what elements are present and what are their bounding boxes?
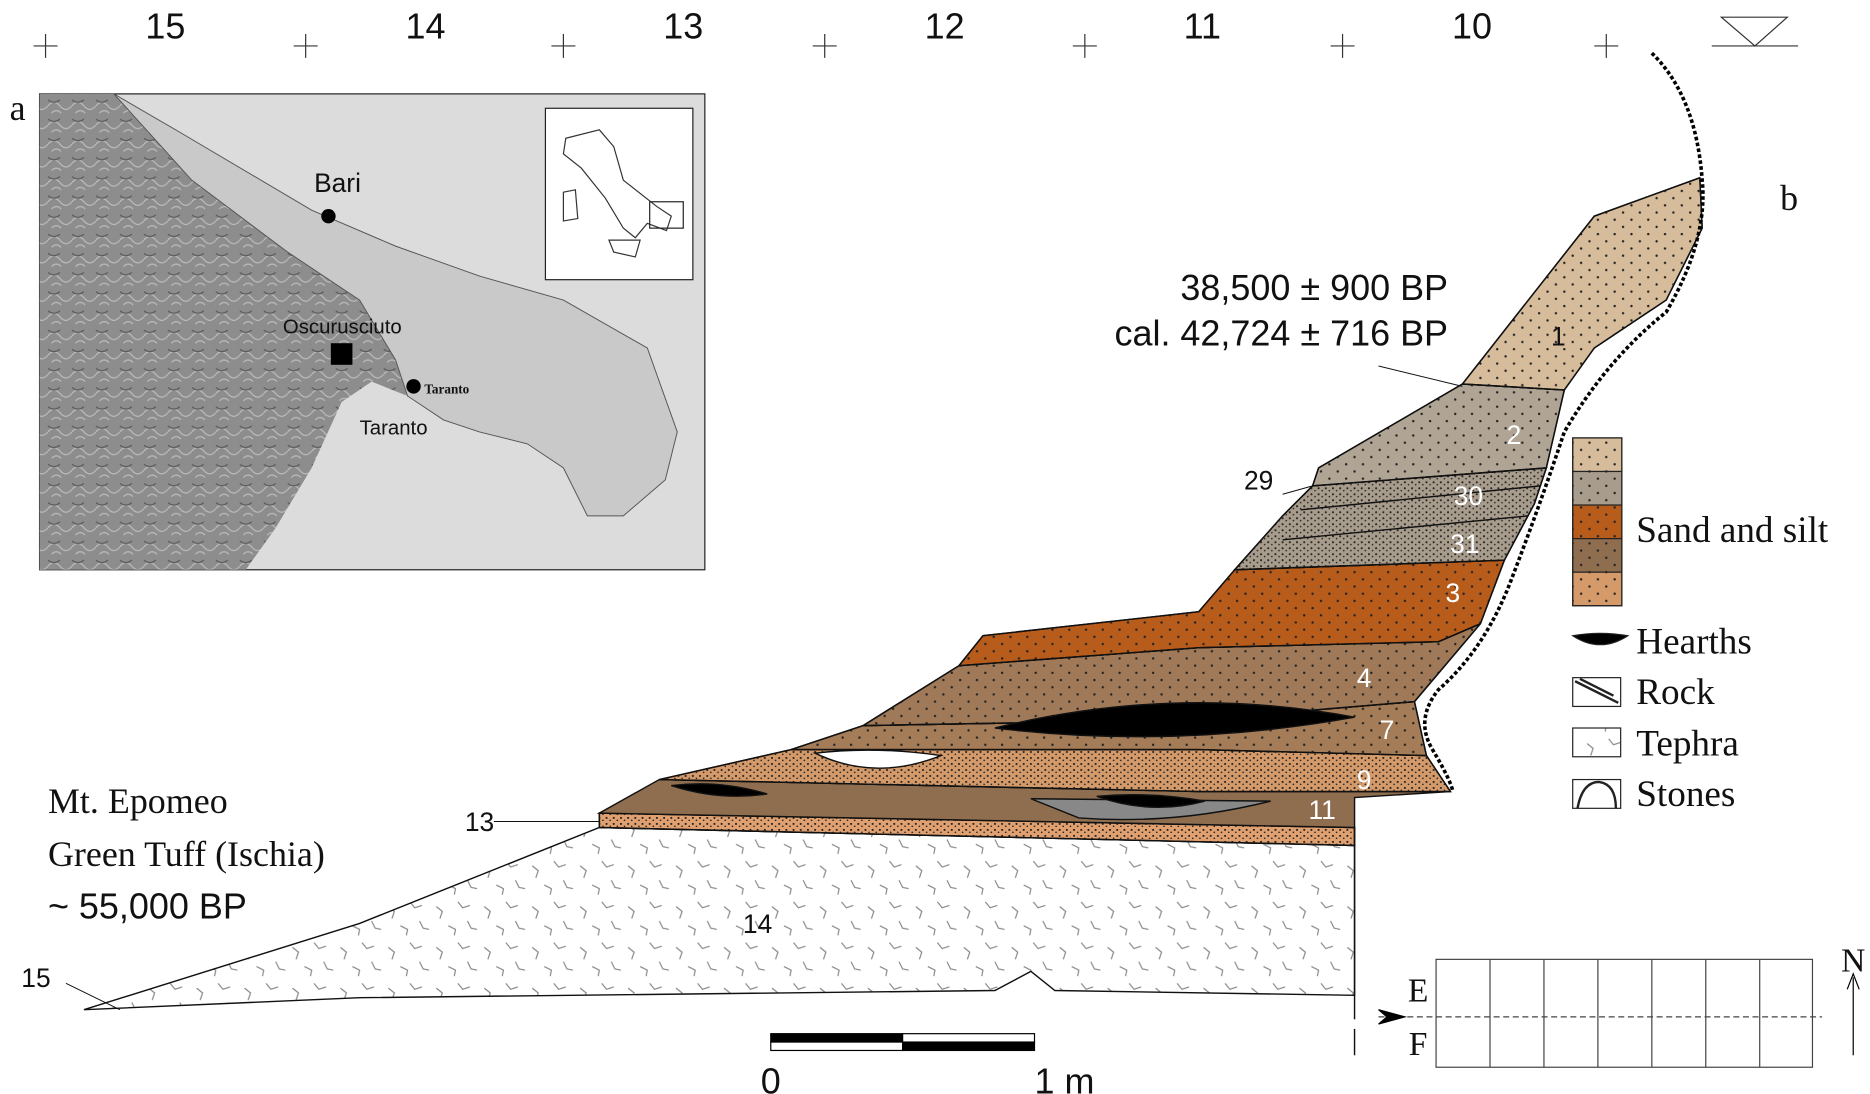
- layer-label: 13: [465, 807, 494, 837]
- tephra-source: Green Tuff (Ischia): [48, 834, 325, 874]
- map-label: Taranto: [424, 382, 469, 397]
- layer-label: 30: [1454, 481, 1483, 511]
- panel-label: b: [1780, 178, 1798, 218]
- grid-number: 10: [1452, 6, 1492, 47]
- tephra-source: Mt. Epomeo: [48, 781, 228, 821]
- map-label: Oscurusciuto: [283, 317, 402, 339]
- date: 38,500 ± 900 BP: [1180, 267, 1448, 308]
- grid-number: 13: [663, 6, 703, 47]
- map-label: Taranto: [360, 417, 428, 439]
- grid-number: 12: [925, 6, 965, 47]
- legend-label: Sand and silt: [1636, 510, 1829, 551]
- legend-label: Rock: [1636, 672, 1715, 713]
- layer-label: 31: [1450, 529, 1479, 559]
- grid-crosses: [34, 17, 1799, 58]
- layer-label: 14: [743, 909, 772, 939]
- layer-label: 15: [21, 963, 50, 993]
- tephra-source: ~ 55,000 BP: [48, 886, 247, 927]
- layer-label: 29: [1244, 465, 1273, 495]
- layer-label: 2: [1507, 420, 1522, 450]
- scale-label: 0: [761, 1061, 781, 1094]
- grid-number: 14: [406, 6, 446, 47]
- layer-label: 4: [1357, 663, 1372, 693]
- layer-label: 3: [1446, 578, 1461, 608]
- layer-label: 7: [1380, 715, 1395, 745]
- legend: [1573, 438, 1628, 808]
- legend-label: Hearths: [1636, 622, 1752, 663]
- plan-row: F: [1409, 1026, 1428, 1063]
- grid-number: 11: [1184, 6, 1221, 47]
- layer-label: 1: [1551, 322, 1566, 352]
- scale-bar: [771, 1034, 1035, 1051]
- grid-number: 15: [145, 6, 185, 47]
- plan: [1379, 959, 1860, 1067]
- legend-label: Stones: [1636, 774, 1735, 815]
- layer-label: 9: [1357, 765, 1372, 795]
- plan-row: E: [1408, 972, 1428, 1009]
- legend-label: Tephra: [1636, 724, 1739, 765]
- scale-label: 1 m: [1034, 1061, 1094, 1094]
- north-label: N: [1841, 942, 1865, 979]
- figure: 15 14 13 12 11 10 a b Bari Oscurusciuto …: [0, 0, 1870, 1094]
- layer-label: 11: [1308, 795, 1335, 825]
- panel-label: a: [10, 88, 26, 128]
- date: cal. 42,724 ± 716 BP: [1114, 313, 1448, 354]
- map-label: Bari: [314, 168, 361, 198]
